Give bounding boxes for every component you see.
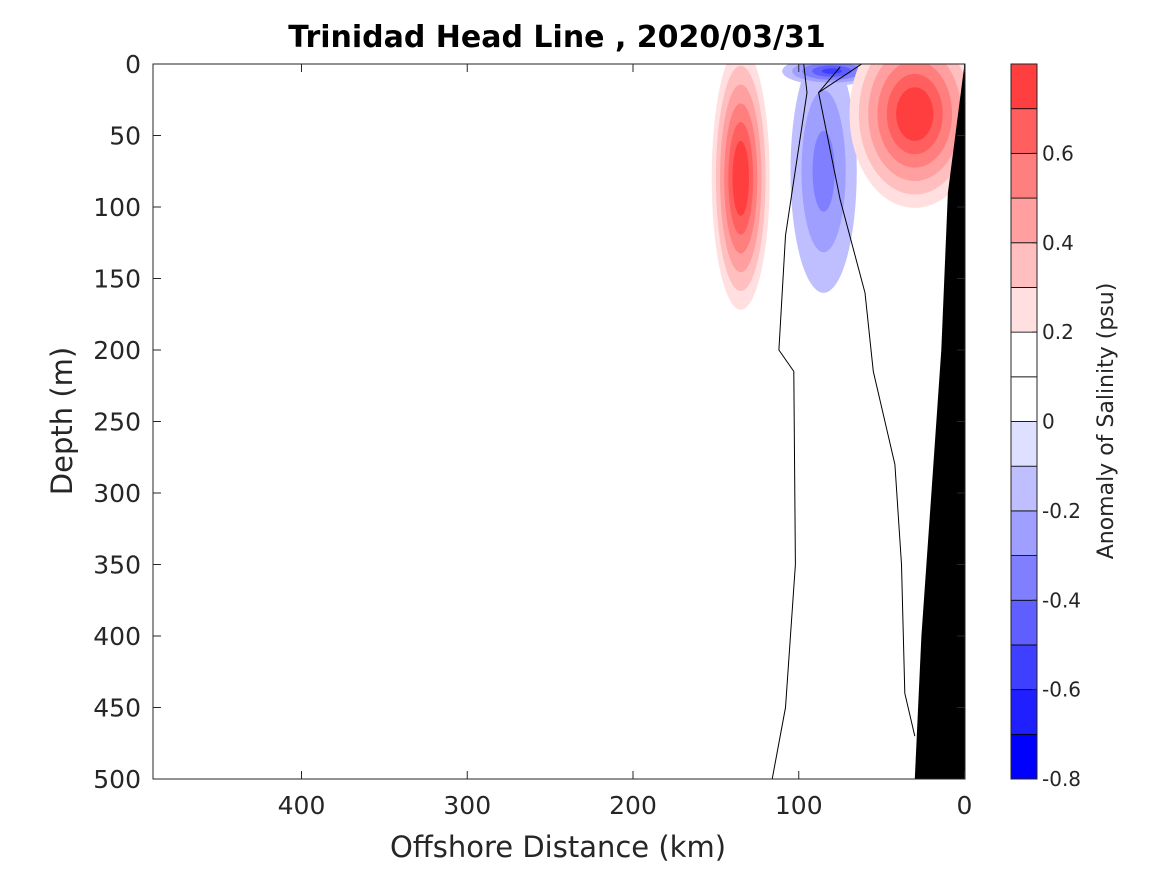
negative-anomaly-surface-level-5: [821, 68, 842, 75]
colorbar-segment-14: [1010, 108, 1038, 154]
y-tick-label-7: 350: [93, 551, 141, 580]
chart-title: Trinidad Head Line , 2020/03/31: [288, 20, 825, 55]
y-tick-label-2: 100: [93, 193, 141, 222]
colorbar-segment-6: [1010, 465, 1038, 512]
x-tick-label-2: 200: [609, 791, 657, 820]
colorbar: [1010, 63, 1038, 780]
y-axis-label: Depth (m): [45, 347, 79, 495]
colorbar-tick-label-1: -0.6: [1042, 678, 1081, 702]
colorbar-ticks: -0.8 -0.6 -0.4 -0.2 0 0.2 0.4 0.6: [1032, 141, 1081, 791]
colorbar-segment-12: [1010, 197, 1038, 244]
colorbar-tick-label-4: 0: [1042, 410, 1055, 434]
y-tick-label-6: 300: [93, 479, 141, 508]
y-tick-label-1: 50: [109, 122, 141, 151]
y-tick-label-10: 500: [93, 765, 141, 794]
x-tick-label-1: 300: [443, 791, 491, 820]
colorbar-segment-4: [1010, 555, 1038, 601]
y-tick-label-4: 200: [93, 336, 141, 365]
colorbar-segment-10: [1010, 287, 1038, 333]
sea-floor: [914, 64, 965, 779]
negative-anomaly-mid-subsurface: [790, 64, 857, 293]
positive-anomaly-nearshore-level-8: [905, 100, 925, 128]
x-axis-label: Offshore Distance (km): [390, 830, 726, 864]
colorbar-segment-7: [1010, 421, 1038, 467]
negative-anomaly-mid-subsurface-level-3: [812, 130, 835, 212]
colorbar-tick-label-6: 0.4: [1042, 231, 1074, 255]
colorbar-segment-8: [1010, 376, 1038, 422]
zero-contour-0: [771, 64, 808, 779]
colorbar-segment-13: [1010, 152, 1038, 199]
positive-anomaly-offshore: [711, 64, 770, 310]
colorbar-segment-0: [1010, 733, 1038, 780]
colorbar-tick-label-3: -0.2: [1042, 499, 1081, 523]
y-tick-label-3: 150: [93, 265, 141, 294]
x-tick-label-0: 400: [278, 791, 326, 820]
y-axis-ticks: 0 50 100 150 200 250 300 350 400 450 500: [93, 50, 965, 794]
zero-contour-2: [818, 66, 841, 93]
colorbar-segment-9: [1010, 331, 1038, 378]
colorbar-segment-2: [1010, 644, 1038, 691]
y-tick-label-5: 250: [93, 408, 141, 437]
positive-anomaly-offshore-level-8: [736, 159, 745, 198]
colorbar-tick-label-5: 0.2: [1042, 320, 1074, 344]
colorbar-segment-15: [1010, 63, 1038, 110]
colorbar-tick-label-7: 0.6: [1042, 141, 1074, 165]
colorbar-segment-11: [1010, 242, 1038, 288]
zero-contour-1: [818, 64, 916, 737]
zero-contours: [771, 64, 916, 779]
colorbar-tick-label-0: -0.8: [1042, 767, 1081, 791]
bathymetry: [914, 64, 965, 779]
colorbar-label: Anomaly of Salinity (psu): [1094, 283, 1119, 560]
colorbar-segment-5: [1010, 510, 1038, 556]
colorbar-segment-3: [1010, 599, 1038, 646]
colorbar-segment-1: [1010, 689, 1038, 735]
anomaly-field: [711, 64, 965, 310]
y-tick-label-9: 450: [93, 694, 141, 723]
y-tick-label-0: 0: [125, 50, 141, 79]
y-tick-label-8: 400: [93, 622, 141, 651]
positive-anomaly-nearshore: [849, 64, 965, 208]
x-axis-ticks: 400 300 200 100 0: [278, 64, 973, 820]
x-tick-label-3: 100: [775, 791, 823, 820]
x-tick-label-4: 0: [957, 791, 973, 820]
colorbar-tick-label-2: -0.4: [1042, 588, 1081, 612]
